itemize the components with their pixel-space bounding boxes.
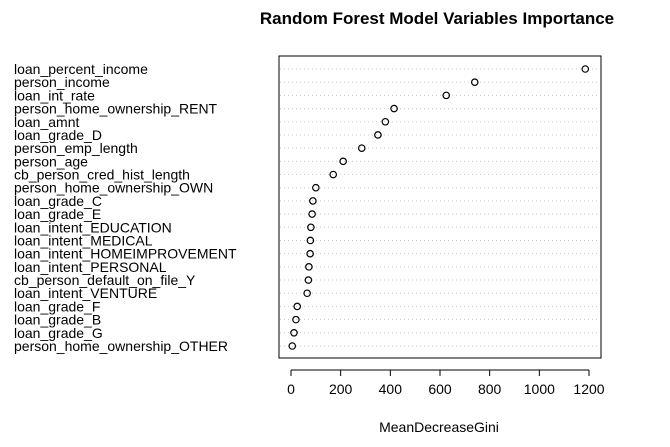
data-point	[329, 170, 338, 179]
data-points	[288, 65, 590, 350]
category-label: cb_person_default_on_file_Y	[14, 272, 196, 288]
x-axis: 0 200 400 600 800 1000 1200	[287, 369, 605, 397]
category-label: person_emp_length	[14, 140, 138, 156]
data-point	[290, 329, 298, 337]
data-point	[470, 78, 479, 86]
category-label: loan_intent_VENTURE	[14, 285, 157, 301]
category-label: person_home_ownership_OWN	[14, 180, 213, 196]
data-point	[307, 223, 315, 232]
plot-frame	[278, 55, 602, 359]
data-point	[288, 342, 297, 350]
data-point	[305, 263, 313, 271]
x-tick-label: 1000	[524, 381, 555, 397]
data-point	[381, 117, 390, 126]
data-point	[306, 249, 314, 258]
data-point	[581, 65, 590, 73]
data-point	[303, 289, 311, 298]
category-label: loan_grade_D	[14, 127, 102, 143]
x-tick-label: 400	[379, 381, 403, 397]
data-point	[292, 315, 300, 324]
chart-title: Random Forest Model Variables Importance	[260, 9, 614, 28]
x-tick-label: 200	[329, 381, 353, 397]
x-tick-label: 1200	[573, 381, 604, 397]
x-axis-label: MeanDecreaseGini	[379, 419, 499, 435]
data-point	[442, 91, 451, 100]
data-point	[374, 131, 382, 139]
x-tick-label: 0	[287, 381, 295, 397]
category-label: loan_amnt	[14, 114, 79, 130]
category-label: loan_grade_G	[14, 325, 103, 341]
data-point	[293, 302, 302, 311]
category-label: person_home_ownership_RENT	[14, 101, 218, 117]
category-label: person_income	[14, 74, 110, 90]
data-point	[306, 236, 315, 245]
category-label: loan_grade_E	[14, 206, 101, 222]
category-label: loan_intent_MEDICAL	[14, 232, 153, 248]
category-label: loan_intent_PERSONAL	[14, 259, 167, 275]
category-label: loan_intent_HOMEIMPROVEMENT	[14, 246, 237, 262]
data-point	[308, 210, 316, 218]
data-point	[390, 104, 398, 113]
data-point	[304, 276, 313, 284]
x-tick-label: 600	[428, 381, 452, 397]
grid-lines	[280, 68, 600, 347]
category-label: loan_intent_EDUCATION	[14, 219, 172, 235]
category-label: loan_grade_F	[14, 298, 100, 314]
data-point	[309, 197, 317, 205]
category-label: loan_int_rate	[14, 87, 95, 103]
category-label: loan_percent_income	[14, 61, 148, 77]
data-point	[357, 144, 366, 152]
category-labels: loan_percent_incomeperson_incomeloan_int…	[14, 61, 237, 354]
category-label: loan_grade_B	[14, 312, 101, 328]
category-label: person_home_ownership_OTHER	[14, 338, 228, 354]
x-tick-label: 800	[478, 381, 502, 397]
category-label: person_age	[14, 153, 88, 169]
data-point	[312, 183, 320, 192]
data-point	[339, 157, 347, 166]
category-label: cb_person_cred_hist_length	[14, 167, 190, 183]
category-label: loan_grade_C	[14, 193, 102, 209]
